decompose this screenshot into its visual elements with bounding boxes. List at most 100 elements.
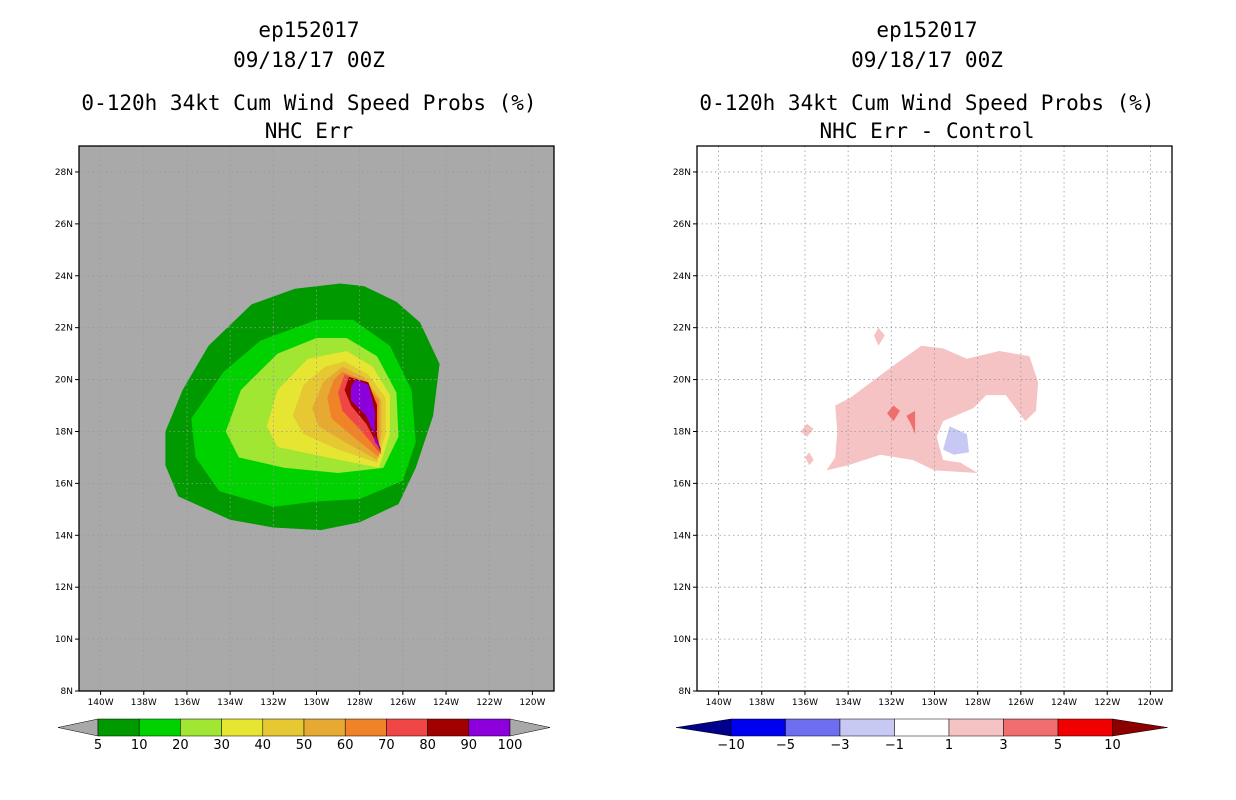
colorbar-swatch (221, 718, 264, 737)
colorbar-label: −3 (830, 738, 849, 753)
colorbar-swatch (303, 718, 346, 737)
contour-region-1 (800, 423, 814, 437)
colorbar: −10 −5 −3 −1 1 3 5 10 (675, 718, 1168, 753)
colorbar-label: 70 (378, 738, 395, 753)
y-tick-label: 22N (673, 324, 691, 334)
colorbar-swatch (344, 718, 387, 737)
colorbar-label: 90 (461, 738, 478, 753)
grid-lines (697, 146, 1172, 691)
x-tick-label: 120W (519, 698, 545, 708)
colorbar-swatch (262, 718, 305, 737)
y-tick-label: 18N (55, 427, 73, 437)
colorbar-arrow-low (675, 718, 732, 737)
colorbar-swatch (97, 718, 140, 737)
y-tick-label: 22N (55, 324, 73, 334)
product-title: 0-120h 34kt Cum Wind Speed Probs (%) (81, 91, 536, 115)
date-title: 09/18/17 00Z (233, 48, 385, 72)
colorbar-arrow-high (509, 718, 551, 737)
y-tick-label: 26N (673, 220, 691, 230)
colorbar-arrow-low (57, 718, 99, 737)
x-tick-label: 126W (390, 698, 416, 708)
colorbar-swatch (427, 718, 470, 737)
x-tick-label: 128W (347, 698, 373, 708)
x-tick-label: 122W (476, 698, 502, 708)
y-tick-label: 12N (55, 583, 73, 593)
colorbar-swatch (894, 718, 950, 737)
colorbar-label: −10 (717, 738, 744, 753)
y-tick-label: 24N (55, 272, 73, 282)
y-tick-label: 20N (673, 376, 691, 386)
y-tick-label: 28N (55, 168, 73, 178)
y-tick-label: 18N (673, 427, 691, 437)
subtitle: NHC Err - Control (820, 119, 1035, 143)
colorbar-label: 60 (337, 738, 354, 753)
right-panel: ep152017 09/18/17 00Z 0-120h 34kt Cum Wi… (673, 18, 1173, 753)
x-tick-label: 124W (1051, 698, 1077, 708)
y-tick-label: 12N (673, 583, 691, 593)
colorbar-arrow-high (1112, 718, 1168, 737)
colorbar-label: 5 (94, 738, 102, 753)
x-tick-label: 130W (303, 698, 329, 708)
y-tick-label: 8N (61, 687, 73, 697)
x-tick-label: 128W (965, 698, 991, 708)
x-tick-label: 134W (835, 698, 861, 708)
contour-region-90 (351, 379, 382, 450)
y-tick-label: 10N (673, 635, 691, 645)
colorbar-swatch (138, 718, 181, 737)
colorbar-label: 20 (172, 738, 189, 753)
contour-region-minus3 (943, 426, 969, 455)
x-tick-label: 140W (88, 698, 114, 708)
x-tick-label: 132W (878, 698, 904, 708)
axis-ticks: 140W 138W 136W 134W 132W 130W 128W 126W 124W 122W… (673, 168, 1164, 708)
y-tick-label: 26N (55, 220, 73, 230)
colorbar-label: 3 (999, 738, 1007, 753)
x-tick-label: 136W (174, 698, 200, 708)
x-tick-label: 126W (1008, 698, 1034, 708)
colorbar-swatch (1057, 718, 1113, 737)
colorbar-label: −5 (776, 738, 795, 753)
colorbar-swatch (468, 718, 511, 737)
y-tick-label: 14N (673, 531, 691, 541)
contour-region-1 (805, 452, 814, 466)
difference-contours (800, 327, 1039, 473)
date-title: 09/18/17 00Z (851, 48, 1003, 72)
colorbar-label: 40 (255, 738, 272, 753)
colorbar-label: 1 (945, 738, 953, 753)
x-tick-label: 138W (749, 698, 775, 708)
grid-lines (79, 146, 554, 691)
colorbar-swatch (180, 718, 222, 737)
storm-id-title: ep152017 (258, 18, 359, 42)
colorbar-swatch (1003, 718, 1059, 737)
x-tick-label: 130W (921, 698, 947, 708)
colorbar-swatch (730, 718, 786, 737)
contour-region-1 (826, 345, 1039, 473)
subtitle: NHC Err (265, 119, 354, 143)
contour-region-3 (887, 405, 900, 422)
colorbar-label: −1 (885, 738, 904, 753)
colorbar-label: 5 (1054, 738, 1062, 753)
x-tick-label: 124W (433, 698, 459, 708)
product-title: 0-120h 34kt Cum Wind Speed Probs (%) (699, 91, 1154, 115)
y-tick-label: 10N (55, 635, 73, 645)
colorbar-label: 50 (296, 738, 313, 753)
y-tick-label: 16N (673, 479, 691, 489)
storm-id-title: ep152017 (876, 18, 977, 42)
y-tick-label: 16N (55, 479, 73, 489)
left-panel: ep152017 09/18/17 00Z 0-120h 34kt Cum Wi… (55, 18, 555, 753)
colorbar-label: 100 (498, 738, 523, 753)
x-tick-label: 134W (217, 698, 243, 708)
x-tick-label: 136W (792, 698, 818, 708)
x-tick-label: 140W (706, 698, 732, 708)
colorbar-swatch (785, 718, 841, 737)
colorbar-label: 80 (419, 738, 436, 753)
axis-ticks: 140W 138W 136W 134W 132W 130W 128W 126W 124W 122W… (55, 168, 546, 708)
colorbar-swatch (839, 718, 895, 737)
x-tick-label: 138W (131, 698, 157, 708)
x-tick-label: 132W (260, 698, 286, 708)
y-tick-label: 24N (673, 272, 691, 282)
colorbar-label: 10 (131, 738, 148, 753)
y-tick-label: 14N (55, 531, 73, 541)
colorbar: 5 10 20 30 40 50 60 70 80 90 100 (57, 718, 551, 753)
x-tick-label: 120W (1137, 698, 1163, 708)
